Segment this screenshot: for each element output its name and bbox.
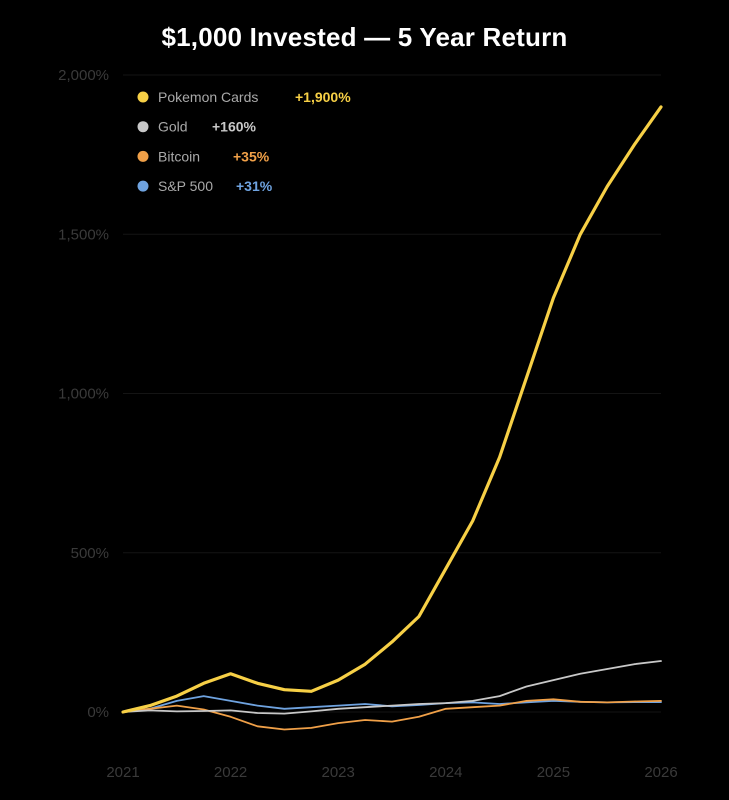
legend-value-pokemon-cards: +1,900% [295,89,351,105]
series-line-bitcoin [122,698,662,731]
x-tick-label: 2025 [537,764,570,781]
y-tick-label: 0% [87,704,109,721]
x-tick-label: 2024 [429,764,462,781]
legend-label-s-p-500: S&P 500 [158,178,213,194]
legend-marker-s-p-500 [137,180,149,192]
x-tick-label: 2021 [106,764,139,781]
legend-value-s-p-500: +31% [236,178,273,194]
x-tick-label: 2023 [322,764,355,781]
legend-label-pokemon-cards: Pokemon Cards [158,89,258,105]
legend-marker-gold [137,121,149,133]
y-tick-label: 2,000% [58,67,109,84]
y-tick-label: 1,500% [58,226,109,243]
y-tick-label: 1,000% [58,386,109,403]
legend-value-gold: +160% [212,119,257,135]
legend: Pokemon Cards +1,900% Gold +160% Bitcoin +35%… [137,89,351,194]
gridlines [123,74,661,713]
legend-marker-bitcoin [137,150,149,162]
legend-label-bitcoin: Bitcoin [158,148,200,164]
chart-title: $1,000 Invested — 5 Year Return [161,22,568,52]
y-tick-label: 500% [71,545,109,562]
y-axis: 0% 500% 1,000% 1,500% 2,000% [58,67,109,721]
x-axis: 2021 2022 2023 2024 2025 2026 [106,764,677,781]
x-tick-label: 2026 [644,764,677,781]
series-line-pokemon-cards [121,105,663,714]
series-line-gold [122,660,662,715]
legend-marker-pokemon-cards [137,91,149,103]
legend-value-bitcoin: +35% [233,148,270,164]
legend-label-gold: Gold [158,119,188,135]
series-lines [121,105,663,731]
x-tick-label: 2022 [214,764,247,781]
